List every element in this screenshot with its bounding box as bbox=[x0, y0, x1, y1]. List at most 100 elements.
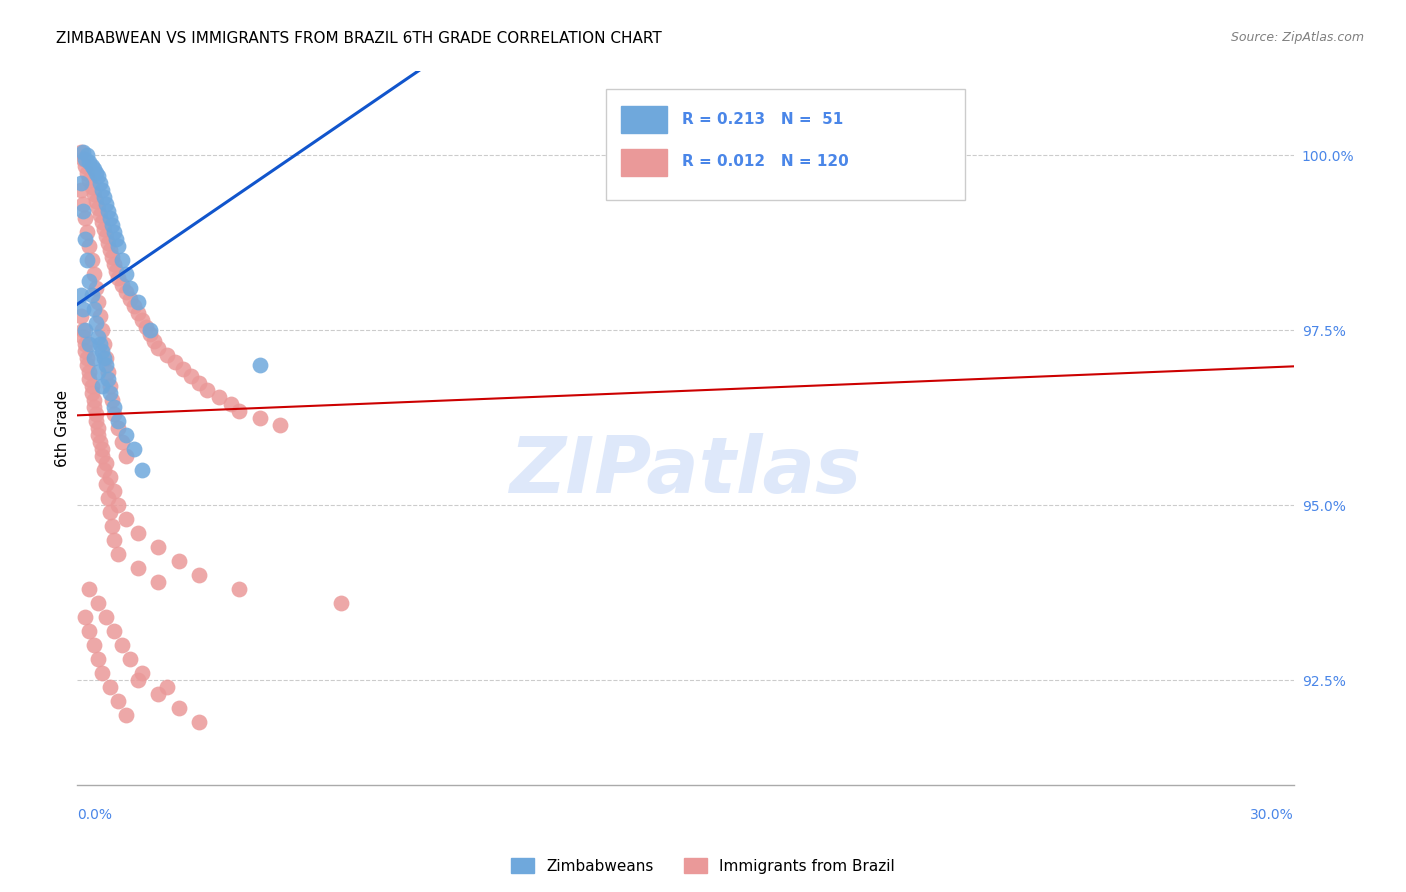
Point bbox=[155, 680, 177, 694]
Point bbox=[89, 208, 111, 222]
Text: R = 0.213   N =  51: R = 0.213 N = 51 bbox=[682, 112, 844, 127]
Point bbox=[90, 323, 112, 337]
Point bbox=[90, 379, 112, 393]
Point bbox=[139, 323, 162, 337]
Point bbox=[115, 449, 138, 463]
Point bbox=[195, 383, 218, 397]
Point bbox=[94, 228, 117, 243]
Point bbox=[249, 358, 271, 372]
Point bbox=[75, 610, 97, 624]
Point bbox=[97, 365, 120, 379]
Point bbox=[98, 379, 121, 393]
Point bbox=[84, 281, 107, 295]
Point bbox=[98, 211, 121, 226]
Point bbox=[329, 596, 352, 610]
Point bbox=[111, 253, 134, 268]
Point bbox=[86, 365, 108, 379]
Point bbox=[97, 491, 120, 505]
Point bbox=[167, 701, 190, 715]
Point bbox=[72, 302, 94, 317]
Point bbox=[70, 176, 93, 190]
Point bbox=[93, 351, 115, 366]
Point bbox=[103, 533, 125, 547]
Point bbox=[76, 225, 98, 239]
Point bbox=[103, 484, 125, 499]
Point bbox=[107, 498, 129, 512]
Point bbox=[103, 400, 125, 414]
Point bbox=[107, 694, 129, 708]
Point bbox=[75, 159, 97, 173]
Point bbox=[94, 477, 117, 491]
Point bbox=[86, 428, 108, 442]
Point bbox=[84, 166, 107, 180]
Point bbox=[127, 673, 149, 687]
Point bbox=[86, 652, 108, 666]
Point bbox=[79, 173, 101, 187]
Point bbox=[107, 414, 129, 428]
Point bbox=[70, 145, 93, 159]
Point bbox=[101, 219, 124, 233]
Point bbox=[72, 330, 94, 344]
Point bbox=[103, 624, 125, 638]
Point bbox=[76, 358, 98, 372]
Point bbox=[188, 714, 211, 729]
Y-axis label: 6th Grade: 6th Grade bbox=[55, 390, 70, 467]
Point bbox=[94, 358, 117, 372]
Point bbox=[148, 575, 170, 590]
Point bbox=[79, 337, 101, 351]
Point bbox=[72, 152, 94, 166]
Point bbox=[84, 316, 107, 330]
Point bbox=[84, 414, 107, 428]
Point bbox=[94, 197, 117, 211]
Point bbox=[97, 372, 120, 386]
Point bbox=[76, 351, 98, 366]
Point bbox=[115, 512, 138, 526]
Point bbox=[70, 183, 93, 197]
Point bbox=[94, 351, 117, 366]
Point bbox=[83, 351, 105, 366]
Point bbox=[79, 274, 101, 288]
Point bbox=[93, 190, 115, 204]
Point bbox=[90, 442, 112, 457]
Point bbox=[122, 299, 145, 313]
Point bbox=[135, 319, 157, 334]
Point bbox=[86, 330, 108, 344]
Legend: Zimbabweans, Immigrants from Brazil: Zimbabweans, Immigrants from Brazil bbox=[505, 852, 901, 880]
Point bbox=[90, 215, 112, 229]
Point bbox=[148, 540, 170, 554]
Point bbox=[127, 561, 149, 575]
Point bbox=[72, 145, 94, 159]
Point bbox=[80, 159, 103, 173]
Point bbox=[70, 310, 93, 324]
Point bbox=[86, 201, 108, 215]
Point bbox=[79, 239, 101, 253]
Text: R = 0.012   N = 120: R = 0.012 N = 120 bbox=[682, 154, 849, 169]
Point bbox=[94, 456, 117, 470]
Point bbox=[148, 687, 170, 701]
Point bbox=[107, 270, 129, 285]
Text: 30.0%: 30.0% bbox=[1250, 808, 1294, 822]
Point bbox=[103, 407, 125, 421]
Point bbox=[180, 368, 202, 383]
Point bbox=[107, 239, 129, 253]
Point bbox=[98, 243, 121, 257]
Point bbox=[111, 277, 134, 292]
Point bbox=[90, 449, 112, 463]
Point bbox=[228, 582, 250, 596]
Point bbox=[80, 386, 103, 401]
Point bbox=[86, 596, 108, 610]
Text: ZIMBABWEAN VS IMMIGRANTS FROM BRAZIL 6TH GRADE CORRELATION CHART: ZIMBABWEAN VS IMMIGRANTS FROM BRAZIL 6TH… bbox=[56, 31, 662, 46]
Point bbox=[127, 295, 149, 310]
Point bbox=[90, 183, 112, 197]
Point bbox=[83, 267, 105, 281]
Point bbox=[107, 421, 129, 435]
Point bbox=[79, 155, 101, 169]
Point bbox=[131, 463, 153, 477]
Point bbox=[208, 390, 231, 404]
Point bbox=[76, 148, 98, 162]
Point bbox=[98, 505, 121, 519]
FancyBboxPatch shape bbox=[621, 106, 668, 134]
Point bbox=[118, 652, 141, 666]
Point bbox=[98, 470, 121, 484]
Point bbox=[188, 376, 211, 390]
